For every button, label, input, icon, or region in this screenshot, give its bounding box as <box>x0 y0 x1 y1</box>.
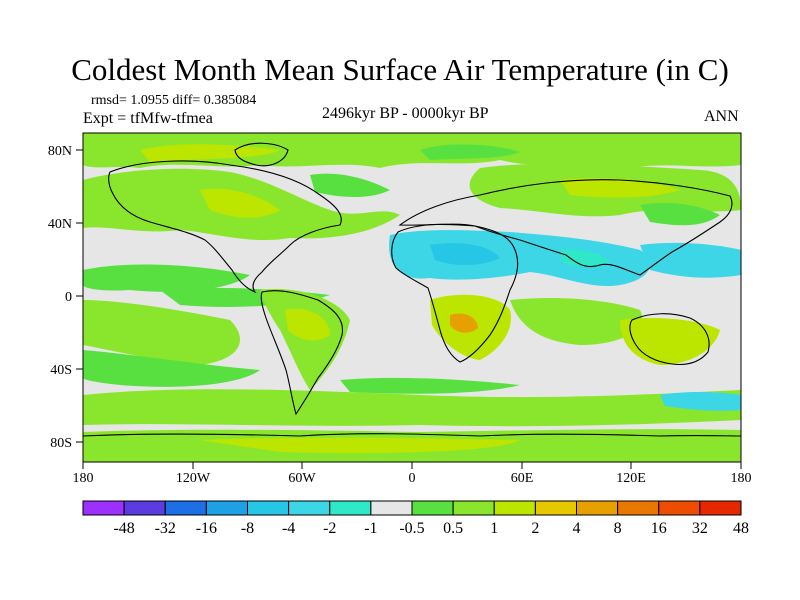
colorbar-label-1: -32 <box>155 520 176 537</box>
colorbar-label-3: -8 <box>241 520 254 537</box>
colorbar-box-3 <box>205 500 249 516</box>
colorbar-label-0: -48 <box>113 520 134 537</box>
colorbar-label-2: -16 <box>196 520 217 537</box>
colorbar-box-1 <box>123 500 166 516</box>
south-pacific-warm-region <box>83 300 240 365</box>
indian-ocean-warm-region <box>510 298 642 345</box>
colorbar-label-7: -0.5 <box>399 520 424 537</box>
colorbar <box>82 500 742 516</box>
colorbar-label-15: 48 <box>733 520 749 537</box>
south-america-outline <box>260 290 344 416</box>
south-america-warm-core <box>285 308 330 341</box>
north-atlantic-patch <box>310 173 390 197</box>
colorbar-box-12 <box>576 500 619 516</box>
lat-ticks <box>76 149 83 443</box>
arctic-warm-region <box>83 133 741 170</box>
colorbar-label-8: 0.5 <box>443 520 463 537</box>
colorbar-label-4: -4 <box>282 520 295 537</box>
lon-label-180w: 180 <box>73 471 94 486</box>
south-pacific-light-band <box>83 350 260 387</box>
colorbar-box-0 <box>82 500 125 516</box>
colorbar-box-15 <box>699 500 742 516</box>
colorbar-label-10: 2 <box>531 520 539 537</box>
colorbar-labels: -48 -32 -16 -8 -4 -2 -1 -0.5 0.5 1 2 4 8 16 32 48 <box>113 520 749 537</box>
arctic-warm-patch <box>140 144 280 162</box>
lat-label-80s: 80S <box>50 436 72 451</box>
colorbar-label-14: 32 <box>692 520 708 537</box>
colorbar-box-2 <box>164 500 207 516</box>
lon-label-120w: 120W <box>176 471 211 486</box>
lat-label-0: 0 <box>65 290 72 305</box>
colorbar-box-4 <box>247 500 290 516</box>
antarctica-coastline <box>83 433 741 437</box>
eurasia-warm-core <box>560 178 680 198</box>
lat-label-40n: 40N <box>48 217 72 232</box>
lon-label-180e: 180 <box>731 471 752 486</box>
colorbar-box-6 <box>329 500 372 516</box>
colorbar-label-11: 4 <box>573 520 581 537</box>
lon-label-60e: 60E <box>511 471 534 486</box>
continent-outlines <box>83 142 741 437</box>
experiment-label: Expt = tfMfw-tfmea <box>83 110 213 127</box>
colorbar-box-7 <box>370 500 413 516</box>
arctic-light-patch <box>420 144 520 160</box>
colorbar-box-14 <box>658 500 701 516</box>
colorbar-box-9 <box>452 500 495 516</box>
north-america-outline <box>108 160 342 294</box>
antarctica-warm-core <box>200 437 520 454</box>
australia-warm-region <box>620 318 720 365</box>
south-atlantic-light-band <box>340 377 520 394</box>
east-asia-patch <box>640 203 720 226</box>
southern-africa-warm-core <box>450 313 478 333</box>
eurasia-outline <box>398 179 733 276</box>
colorbar-label-6: -1 <box>364 520 377 537</box>
colorbar-box-10 <box>493 500 536 516</box>
stats-line: rmsd= 1.0955 diff= 0.385084 <box>91 93 257 108</box>
south-asia-cool-patch <box>560 249 610 268</box>
east-pacific-warm-band <box>83 264 250 292</box>
southern-ocean-warm-band <box>83 389 741 427</box>
sahara-cool-core <box>430 243 500 265</box>
map-title: Coldest Month Mean Surface Air Temperatu… <box>71 52 729 87</box>
australia-outline <box>629 313 710 366</box>
period-label: 2496kyr BP - 0000kyr BP <box>322 105 489 122</box>
colorbar-label-13: 16 <box>651 520 667 537</box>
west-pacific-cool-region <box>640 242 741 278</box>
africa-outline <box>391 223 519 363</box>
colorbar-box-13 <box>617 500 660 516</box>
lon-label-0: 0 <box>409 471 416 486</box>
colorbar-label-9: 1 <box>490 520 498 537</box>
colorbar-box-8 <box>411 500 454 516</box>
colorbar-box-11 <box>534 500 578 516</box>
north-america-warm-core <box>200 188 280 218</box>
lon-label-60w: 60W <box>288 471 316 486</box>
colorbar-label-5: -2 <box>323 520 336 537</box>
colorbar-box-5 <box>288 500 331 516</box>
season-label: ANN <box>704 108 739 125</box>
lon-ticks <box>82 462 742 469</box>
lon-label-120e: 120E <box>616 471 646 486</box>
lat-label-80n: 80N <box>48 144 72 159</box>
colorbar-label-12: 8 <box>614 520 622 537</box>
southern-ocean-cool-patch <box>660 391 741 411</box>
greenland-outline <box>234 142 289 167</box>
lat-label-40s: 40S <box>50 363 72 378</box>
anomaly-field <box>83 133 741 462</box>
